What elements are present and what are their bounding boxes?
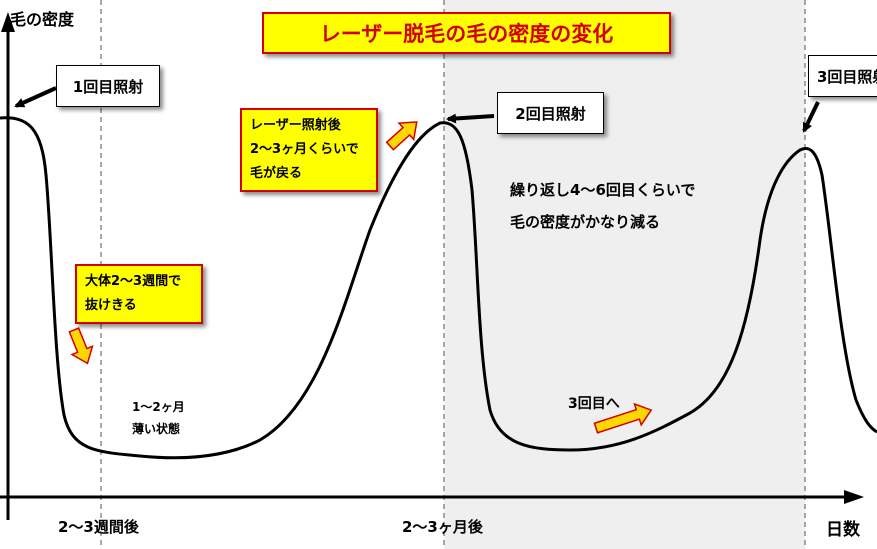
third-callout-arrow: [802, 101, 820, 133]
second-callout-arrow: [446, 113, 495, 124]
y-axis-arrowhead: [1, 12, 15, 32]
first-callout-arrow: [14, 86, 57, 108]
thin-state-note-line2: 薄い状態: [132, 422, 181, 436]
y-axis-label: 毛の密度: [10, 10, 75, 29]
x-axis-arrowhead: [844, 490, 864, 504]
density-reduction-note: 繰り返し4～6回目くらいで 毛の密度がかなり減る: [510, 174, 695, 238]
density-curve: [0, 116, 877, 460]
hair-return-note-line2: 2～3ヶ月くらいで: [250, 142, 359, 157]
fall-out-note-line2: 抜けきる: [85, 298, 137, 313]
thin-state-note-line1: 1～2ヶ月: [132, 400, 185, 414]
chart-title: レーザー脱毛の毛の密度の変化: [262, 12, 671, 54]
hair-return-note-line1: レーザー照射後: [250, 118, 341, 133]
x-tick-2-3-weeks: 2～3週間後: [58, 518, 139, 536]
x-axis-label: 日数: [826, 520, 860, 540]
hair-return-note-line3: 毛が戻る: [250, 166, 303, 181]
density-reduction-note-line2: 毛の密度がかなり減る: [510, 213, 661, 231]
hair-return-note: レーザー照射後 2～3ヶ月くらいで 毛が戻る: [240, 108, 378, 192]
to-third-note: 3回目へ: [568, 396, 620, 412]
shaded-period-after-second: [444, 0, 805, 549]
rise-arrow: [385, 121, 418, 151]
first-irradiation-callout: 1回目照射: [56, 65, 160, 107]
third-irradiation-callout: 3回目照射: [808, 55, 877, 97]
fall-out-note: 大体2～3週間で 抜けきる: [75, 264, 203, 324]
density-reduction-note-line1: 繰り返し4～6回目くらいで: [510, 181, 696, 199]
fall-out-note-line1: 大体2～3週間で: [85, 274, 182, 289]
thin-state-note: 1～2ヶ月 薄い状態: [132, 396, 185, 440]
fall-arrow: [68, 327, 94, 365]
second-irradiation-callout: 2回目照射: [497, 92, 604, 134]
x-tick-2-3-months: 2～3ヶ月後: [402, 518, 483, 536]
to-third-arrow: [593, 402, 653, 434]
